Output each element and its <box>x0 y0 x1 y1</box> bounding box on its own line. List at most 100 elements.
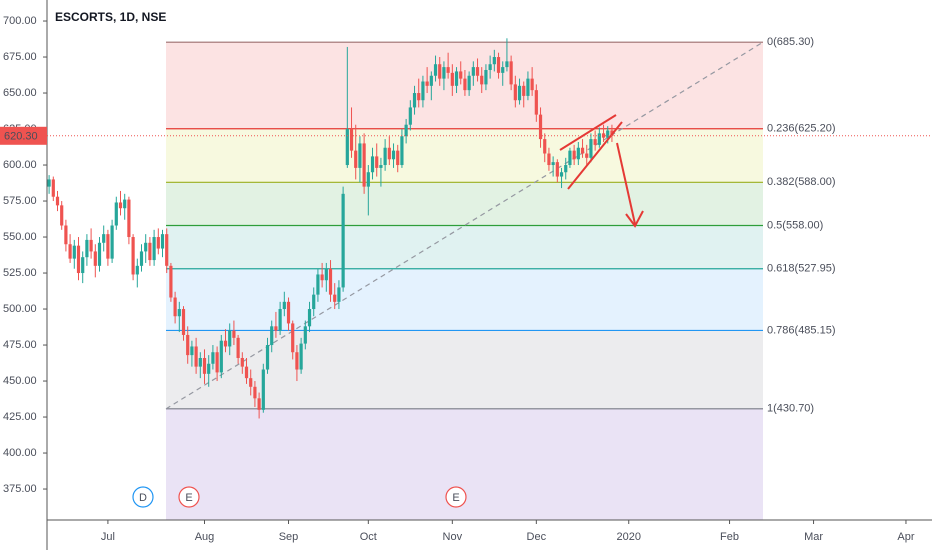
candle-body <box>127 199 131 238</box>
candle-body <box>396 150 400 166</box>
candle-body <box>274 326 278 331</box>
x-tick-label: Dec <box>527 531 547 543</box>
candle-body <box>526 78 530 96</box>
x-tick-label: Apr <box>897 531 914 543</box>
candle-body <box>186 334 190 356</box>
candle-body <box>312 294 316 310</box>
candle-body <box>139 251 144 266</box>
candle-body <box>341 193 345 288</box>
candle-body <box>68 244 72 259</box>
candle-body <box>270 326 274 346</box>
candle-body <box>404 124 408 137</box>
candle-body <box>156 237 160 249</box>
fib-band <box>166 225 763 269</box>
candle-body <box>160 234 165 249</box>
candle-body <box>169 265 173 298</box>
y-tick-label: 475.00 <box>3 339 37 351</box>
y-tick-label: 450.00 <box>3 375 37 387</box>
candle-body <box>400 136 404 166</box>
candle-body <box>606 130 610 138</box>
candle-body <box>131 237 135 275</box>
candle-body <box>76 245 81 274</box>
fib-zone: 0(685.30) 0.236(625.20) 0.382(588.00) 0.5(5… <box>165 36 836 520</box>
candle-body <box>291 323 295 353</box>
candle-body <box>102 234 106 243</box>
candle-body <box>118 202 123 209</box>
x-tick-label: Jul <box>101 531 115 543</box>
candle-body <box>375 156 379 168</box>
candle-body <box>223 340 228 347</box>
candle-body <box>278 309 282 331</box>
candle-body <box>530 78 534 91</box>
fib-label: 0.236(625.20) <box>767 123 836 135</box>
y-tick-label: 400.00 <box>3 447 37 459</box>
candle-body <box>597 133 601 145</box>
fib-label: 1(430.70) <box>767 403 814 415</box>
candle-body <box>580 147 585 154</box>
event-marker <box>132 486 154 508</box>
candle-body <box>55 196 60 206</box>
candle-body <box>47 179 51 187</box>
candle-body <box>207 363 211 374</box>
candle-body <box>354 150 358 168</box>
candle-body <box>110 225 114 259</box>
candle-body <box>471 67 475 76</box>
candle-body <box>85 239 89 258</box>
candle-body <box>307 309 312 327</box>
x-tick-label: Mar <box>804 531 823 543</box>
fib-band <box>166 268 763 331</box>
candle-body <box>383 147 387 166</box>
candle-body <box>513 84 517 101</box>
candle-body <box>324 268 328 281</box>
candle-body <box>488 64 492 70</box>
fib-band <box>166 330 763 409</box>
candle-body <box>51 179 55 197</box>
candle-body <box>144 242 148 252</box>
candle-body <box>148 242 152 261</box>
candle-body <box>568 150 572 166</box>
y-tick-label: 500.00 <box>3 303 37 315</box>
price-tag-label: 620.30 <box>4 131 38 143</box>
candle-body <box>509 61 513 85</box>
candle-body <box>72 245 76 259</box>
y-tick-label: 700.00 <box>3 15 37 27</box>
candle-body <box>135 265 139 275</box>
candle-body <box>152 237 156 261</box>
candle-body <box>177 309 181 317</box>
candle-body <box>425 81 429 86</box>
y-tick-label: 375.00 <box>3 483 37 495</box>
candle-body <box>593 139 597 145</box>
candle-body <box>173 297 177 317</box>
candle-body <box>412 93 417 108</box>
y-tick-label: 575.00 <box>3 195 37 207</box>
candle-body <box>555 162 559 177</box>
candle-body <box>211 352 215 364</box>
fib-label: 0.786(485.15) <box>767 324 836 336</box>
candle-body <box>429 75 433 86</box>
candle-body <box>362 143 366 187</box>
candle-body <box>240 357 244 367</box>
candle-body <box>454 71 459 86</box>
candle-body <box>333 294 337 302</box>
candle-body <box>475 67 480 76</box>
arrow-head <box>625 210 644 228</box>
x-tick-label: Aug <box>195 531 215 543</box>
fib-label: 0(685.30) <box>767 36 814 48</box>
candle-body <box>345 129 349 166</box>
candle-body <box>89 239 93 252</box>
candle-body <box>215 352 219 373</box>
candle-body <box>564 165 568 173</box>
candle-body <box>198 357 202 367</box>
y-tick-label: 425.00 <box>3 411 37 423</box>
candle-body <box>282 301 286 310</box>
candle-body <box>232 330 236 338</box>
candle-body <box>433 64 438 76</box>
fib-band <box>166 182 763 226</box>
candle-body <box>165 234 169 266</box>
candle-body <box>534 90 538 115</box>
x-tick-label: 2020 <box>616 531 640 543</box>
candle-body <box>543 139 547 154</box>
arrow-shaft <box>616 142 636 225</box>
candle-body <box>320 274 324 281</box>
